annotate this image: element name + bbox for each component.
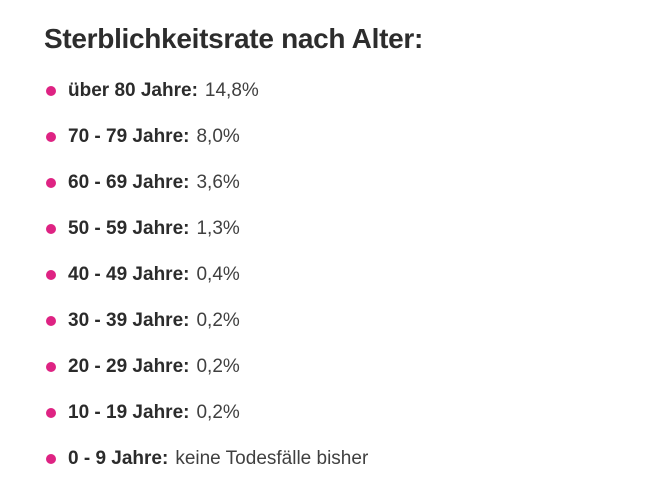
mortality-rate-value: 0,2% <box>196 309 240 331</box>
bullet-icon <box>46 269 56 280</box>
bullet-icon <box>46 177 56 188</box>
mortality-rate-value: 0,2% <box>196 355 240 377</box>
list-item: 40 - 49 Jahre: 0,4% <box>44 252 627 298</box>
bullet-icon <box>46 361 56 372</box>
mortality-rate-value: 1,3% <box>196 217 240 239</box>
list-item: 70 - 79 Jahre: 8,0% <box>44 114 627 160</box>
age-group-label: 50 - 59 Jahre: <box>68 217 190 239</box>
list-item: 30 - 39 Jahre: 0,2% <box>44 298 627 344</box>
age-group-label: 20 - 29 Jahre: <box>68 355 190 377</box>
mortality-rate-value: 3,6% <box>196 171 240 193</box>
bullet-icon <box>46 131 56 142</box>
age-group-label: 30 - 39 Jahre: <box>68 309 190 331</box>
mortality-rate-value: keine Todesfälle bisher <box>175 447 369 469</box>
bullet-icon <box>46 315 56 326</box>
mortality-rate-list: über 80 Jahre: 14,8% 70 - 79 Jahre: 8,0% 60 … <box>44 68 627 482</box>
list-item: über 80 Jahre: 14,8% <box>44 68 627 114</box>
age-group-label: 10 - 19 Jahre: <box>68 401 190 423</box>
age-group-label: über 80 Jahre: <box>68 79 198 101</box>
list-item: 10 - 19 Jahre: 0,2% <box>44 390 627 436</box>
page-title: Sterblichkeitsrate nach Alter: <box>44 23 423 54</box>
list-item: 0 - 9 Jahre: keine Todesfälle bisher <box>44 436 627 482</box>
list-item: 60 - 69 Jahre: 3,6% <box>44 160 627 206</box>
mortality-rate-value: 14,8% <box>204 79 259 101</box>
mortality-rate-value: 0,4% <box>196 263 240 285</box>
bullet-icon <box>46 223 56 234</box>
mortality-rate-value: 0,2% <box>196 401 240 423</box>
article-snippet: Sterblichkeitsrate nach Alter: über 80 J… <box>44 23 627 482</box>
age-group-label: 60 - 69 Jahre: <box>68 171 190 193</box>
bullet-icon <box>46 85 56 96</box>
bullet-icon <box>46 453 56 464</box>
age-group-label: 40 - 49 Jahre: <box>68 263 190 285</box>
bullet-icon <box>46 407 56 418</box>
list-item: 50 - 59 Jahre: 1,3% <box>44 206 627 252</box>
age-group-label: 70 - 79 Jahre: <box>68 125 190 147</box>
mortality-rate-value: 8,0% <box>196 125 240 147</box>
age-group-label: 0 - 9 Jahre: <box>68 447 169 469</box>
list-item: 20 - 29 Jahre: 0,2% <box>44 344 627 390</box>
